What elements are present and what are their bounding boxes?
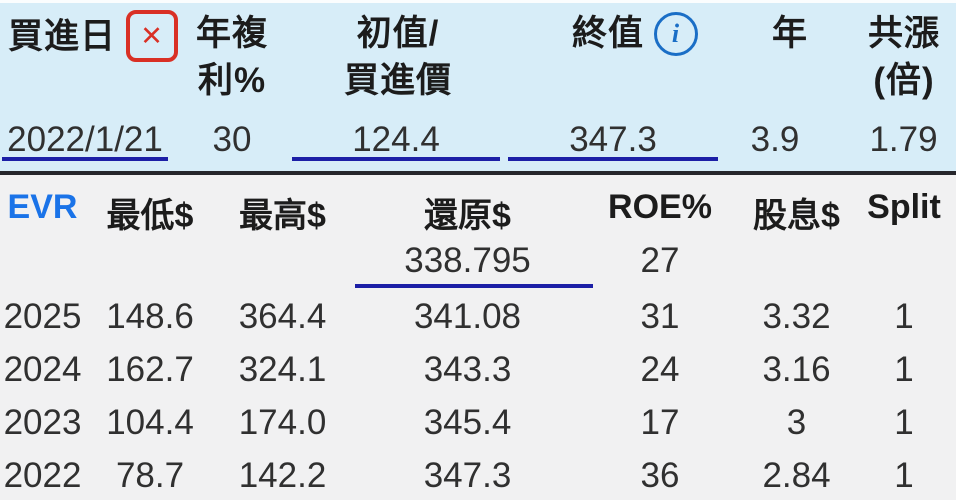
table-cell-split: 1 [894,350,914,389]
table-cell-low: 104.4 [106,403,194,442]
table-cell-roe: 36 [640,456,680,495]
table-cell-dividend: 3.16 [762,350,831,389]
table-row: 2025 148.6 364.4 341.08 31 3.32 1 [0,294,956,340]
table-cell-roe: 27 [640,241,680,280]
table-cell-dividend: 3 [786,403,807,442]
years-header: 年 [745,10,835,57]
column-header-dividend: 股息$ [753,197,840,235]
table-row: 2022 78.7 142.2 347.3 36 2.84 1 [0,453,956,499]
initial-price-header: 初值/ 買進價 [300,10,496,104]
buy-date-field[interactable]: 2022/1/21 [7,120,163,159]
initial-price-underline [292,157,500,161]
column-header-roe: ROE% [608,188,712,226]
top-edge-strip [0,0,956,3]
close-icon: ✕ [140,20,164,51]
table-cell-evr: 2025 [3,297,82,336]
gain-header: 共漲 (倍) [858,10,950,104]
table-cell-split: 1 [894,456,914,495]
table-cell-evr: 2022 [3,456,82,495]
table-cell-roe: 24 [640,350,680,389]
table-cell-low: 78.7 [115,456,185,495]
final-value-field[interactable]: 347.3 [569,120,657,159]
table-cell-roe: 31 [640,297,680,336]
table-cell-evr: 2023 [3,403,82,442]
table-cell-dividend: 3.32 [762,297,831,336]
table-cell-high: 364.4 [238,297,327,336]
table-row: 2023 104.4 174.0 345.4 17 3 1 [0,400,956,446]
table-cell-restored: 345.4 [423,403,512,442]
restored-value-underline [355,284,593,288]
column-header-restored: 還原$ [424,197,511,235]
table-cell-split: 1 [894,297,914,336]
final-value-label: 終值 [571,14,644,53]
column-header-low: 最低$ [106,197,194,235]
table-row: 2024 162.7 324.1 343.3 24 3.16 1 [0,347,956,393]
years-value: 3.9 [750,120,800,159]
table-cell-high: 174.0 [238,403,327,442]
initial-price-field[interactable]: 124.4 [352,120,440,159]
table-cell-low: 148.6 [106,297,194,336]
buy-date-header: 買進日 ✕ [8,10,179,62]
initial-label-line1: 初值/ [356,14,440,53]
column-header-high: 最高$ [239,197,326,235]
table-cell-dividend: 2.84 [762,456,831,495]
buy-date-underline [2,157,168,161]
table-cell-restored: 341.08 [413,297,522,336]
table-cell-evr: 2024 [3,350,82,389]
table-cell-roe: 17 [640,403,680,442]
column-header-split: Split [867,188,941,226]
table-cell-low: 162.7 [106,350,194,389]
years-label: 年 [771,14,808,53]
gain-label-line1: 共漲 [867,14,940,53]
buy-date-label: 買進日 [8,16,117,56]
final-value-underline [508,157,718,161]
table-cell-high: 142.2 [238,456,327,495]
final-value-header: 終值 i [545,10,725,57]
table-row: 338.795 27 [0,238,956,284]
section-divider [0,171,956,175]
info-icon[interactable]: i [654,11,698,56]
column-header-evr[interactable]: EVR [7,188,78,226]
results-panel: EVR 最低$ 最高$ 還原$ ROE% 股息$ Split 338.795 2… [0,175,956,500]
initial-label-line2: 買進價 [343,61,452,100]
cagr-value: 30 [212,120,252,159]
table-cell-restored: 347.3 [423,456,512,495]
gain-value: 1.79 [869,120,938,159]
table-cell-high: 324.1 [238,350,327,389]
clear-date-button[interactable]: ✕ [126,10,179,62]
input-panel: 買進日 ✕ 年複 利% 初值/ 買進價 終值 i 年 共漲 (倍) 2022/1… [0,0,956,171]
cagr-label-line2: 利% [197,61,267,100]
cagr-label-line1: 年複 [195,14,268,53]
table-cell-restored: 343.3 [423,350,512,389]
restored-value-field[interactable]: 338.795 [404,241,531,280]
cagr-header: 年複 利% [178,10,286,104]
gain-label-line2: (倍) [873,61,935,100]
table-cell-split: 1 [894,403,914,442]
